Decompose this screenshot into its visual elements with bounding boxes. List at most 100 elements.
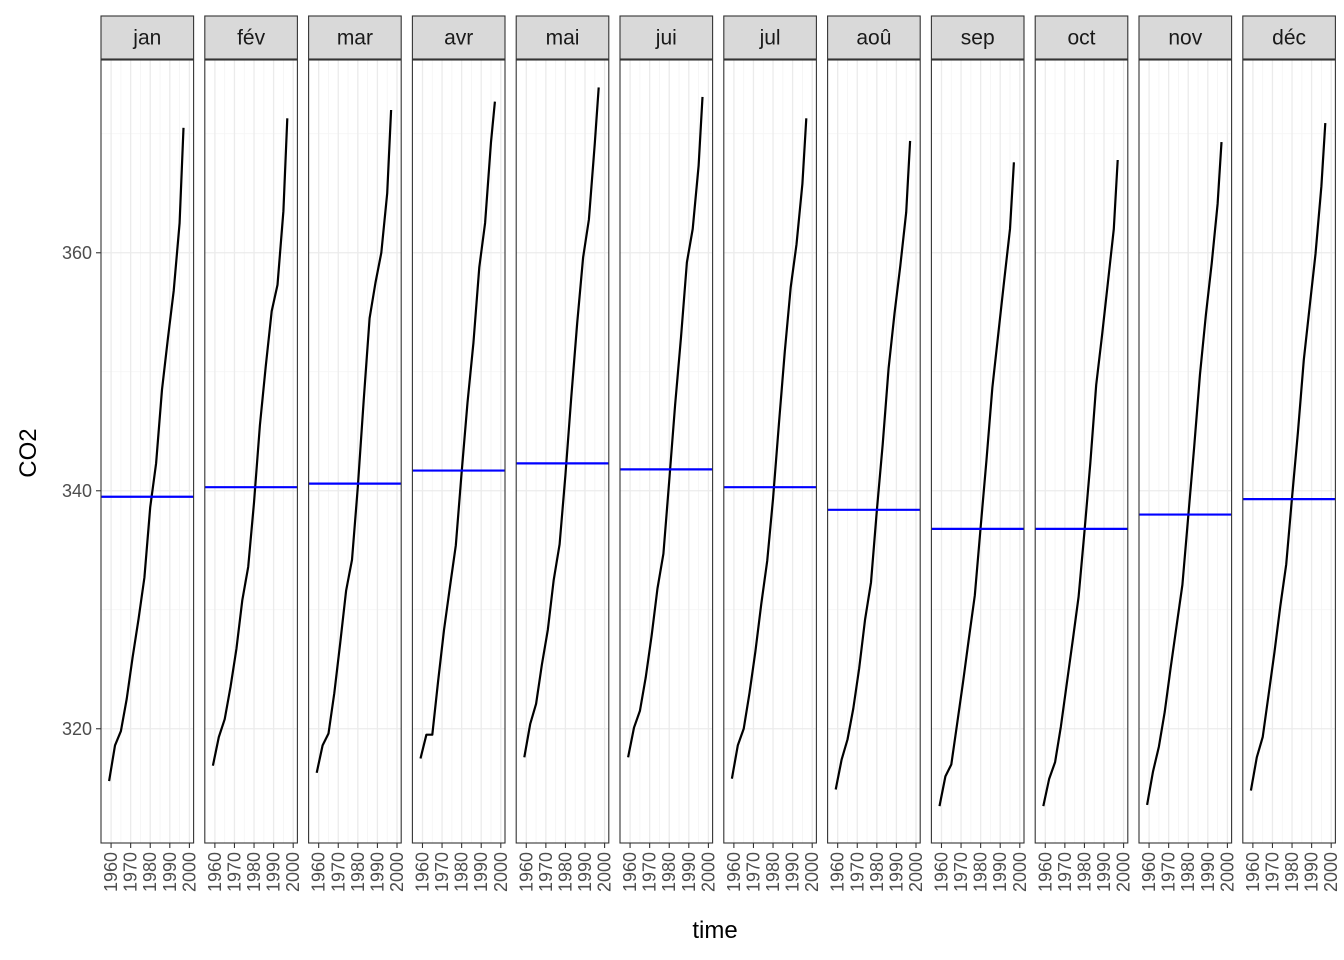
panel-7-series-line	[730, 118, 808, 779]
panel-5-x-tick-label-1980: 1980	[555, 852, 575, 892]
panel-2-background	[204, 60, 298, 843]
panel-9-x-tick-label-1970: 1970	[951, 852, 971, 892]
panel-10-strip-label: oct	[1067, 27, 1095, 50]
panel-9-strip-label: sep	[961, 27, 995, 50]
panel-9-x-tick-label-1980: 1980	[971, 852, 991, 892]
panel-4-x-tick-label-1980: 1980	[452, 852, 472, 892]
panel-3-background	[308, 60, 402, 843]
panel-12-strip	[1242, 15, 1336, 60]
panel-3-x-tick-label-2000: 2000	[387, 852, 407, 892]
panel-6-x-tick-label-2000: 2000	[698, 852, 718, 892]
panel-10-series-line	[1042, 159, 1119, 807]
panel-6-strip	[619, 15, 714, 60]
panel-2-x-tick-label-2000: 2000	[283, 852, 303, 892]
panel-11-strip-label: nov	[1168, 27, 1202, 50]
panel-5-x-tick-label-1990: 1990	[575, 852, 595, 892]
panel-7-strip	[723, 15, 817, 60]
panel-6-x-tick-label-1970: 1970	[640, 852, 660, 892]
panel-9-border	[930, 59, 1025, 844]
panel-10-x-tick-label-1970: 1970	[1055, 852, 1075, 892]
panel-11-x-tick-label-1960: 1960	[1139, 852, 1159, 892]
panel-4-x-tick-label-1960: 1960	[412, 852, 432, 892]
panel-4-x-tick-label-1990: 1990	[471, 852, 491, 892]
panel-12-x-tick-label-1980: 1980	[1282, 852, 1302, 892]
panel-8-strip	[827, 15, 921, 60]
panel-6-strip-label: jui	[655, 27, 677, 50]
panel-9-background	[931, 60, 1024, 843]
panel-12-x-tick-label-1970: 1970	[1262, 852, 1282, 892]
panel-10-strip	[1034, 15, 1129, 60]
panel-9-series-line	[938, 162, 1015, 807]
panel-1-x-tick-label-1990: 1990	[160, 852, 180, 892]
panel-5-x-tick-label-2000: 2000	[595, 852, 615, 892]
panel-6-x-tick-label-1990: 1990	[679, 852, 699, 892]
panel-6-x-tick-label-1960: 1960	[620, 852, 640, 892]
panel-8-x-tick-label-1980: 1980	[867, 852, 887, 892]
panel-4-strip	[411, 15, 506, 60]
panel-11-series-line	[1146, 142, 1223, 806]
panel-3-x-tick-label-1970: 1970	[328, 852, 348, 892]
panel-10-border	[1034, 59, 1129, 844]
panel-2-x-tick-label-1980: 1980	[244, 852, 264, 892]
panel-3-x-tick-label-1980: 1980	[348, 852, 368, 892]
panel-7-border	[723, 59, 817, 844]
panel-1-x-tick-label-2000: 2000	[179, 852, 199, 892]
panel-3-series-line	[315, 109, 393, 774]
panel-7-x-tick-label-1960: 1960	[724, 852, 744, 892]
panel-2-x-tick-label-1990: 1990	[264, 852, 284, 892]
panel-1-x-tick-label-1960: 1960	[101, 852, 121, 892]
panel-6-border	[619, 59, 714, 844]
panel-2-strip	[204, 15, 298, 60]
panel-9-x-tick-label-1960: 1960	[931, 852, 951, 892]
panel-8-border	[827, 59, 921, 844]
panel-8-x-tick-label-1990: 1990	[886, 852, 906, 892]
panel-11-border	[1138, 59, 1233, 844]
panel-1-strip	[100, 15, 195, 60]
panel-11-x-tick-label-1970: 1970	[1159, 852, 1179, 892]
panel-11-background	[1139, 60, 1232, 843]
panel-10-background	[1035, 60, 1128, 843]
panel-1-strip-label: jan	[132, 27, 161, 50]
panel-7-x-tick-label-1980: 1980	[763, 852, 783, 892]
panel-8-x-tick-label-1970: 1970	[847, 852, 867, 892]
panel-9-strip	[930, 15, 1025, 60]
panel-8-x-tick-label-2000: 2000	[906, 852, 926, 892]
panel-5-x-tick-label-1970: 1970	[536, 852, 556, 892]
panel-3-border	[308, 59, 402, 844]
panel-4-series-line	[419, 101, 496, 759]
panel-12-border	[1242, 59, 1336, 844]
panel-9-x-tick-label-1990: 1990	[990, 852, 1010, 892]
panel-10-x-tick-label-2000: 2000	[1114, 852, 1134, 892]
panel-1-border	[100, 59, 195, 844]
panel-5-background	[516, 60, 609, 843]
x-axis-title: time	[692, 917, 737, 944]
panel-8-x-tick-label-1960: 1960	[828, 852, 848, 892]
panel-6-x-tick-label-1980: 1980	[659, 852, 679, 892]
panel-3-strip-label: mar	[337, 27, 373, 50]
panel-8-series-line	[834, 140, 912, 790]
panel-2-x-tick-label-1960: 1960	[205, 852, 225, 892]
panel-10-x-tick-label-1960: 1960	[1035, 852, 1055, 892]
panel-5-strip-label: mai	[546, 27, 580, 50]
panel-5-series-line	[523, 87, 600, 758]
panel-11-x-tick-label-1980: 1980	[1178, 852, 1198, 892]
panel-4-x-tick-label-2000: 2000	[491, 852, 511, 892]
panel-7-x-tick-label-1970: 1970	[743, 852, 763, 892]
y-tick-label-360: 360	[62, 243, 92, 263]
panel-3-strip	[308, 15, 402, 60]
panel-3-x-tick-label-1960: 1960	[309, 852, 329, 892]
panel-7-x-tick-label-2000: 2000	[802, 852, 822, 892]
panel-12-x-tick-label-1960: 1960	[1243, 852, 1263, 892]
panel-6-series-line	[627, 96, 704, 758]
panel-7-x-tick-label-1990: 1990	[783, 852, 803, 892]
panel-2-strip-label: fév	[237, 27, 266, 50]
panel-2-border	[204, 59, 298, 844]
panel-12-series-line	[1249, 123, 1327, 791]
panel-4-border	[411, 59, 506, 844]
panel-1-series-line	[108, 127, 185, 782]
panel-5-x-tick-label-1960: 1960	[516, 852, 536, 892]
panel-12-x-tick-label-2000: 2000	[1321, 852, 1341, 892]
panel-4-strip-label: avr	[444, 27, 473, 50]
panel-11-x-tick-label-1990: 1990	[1198, 852, 1218, 892]
